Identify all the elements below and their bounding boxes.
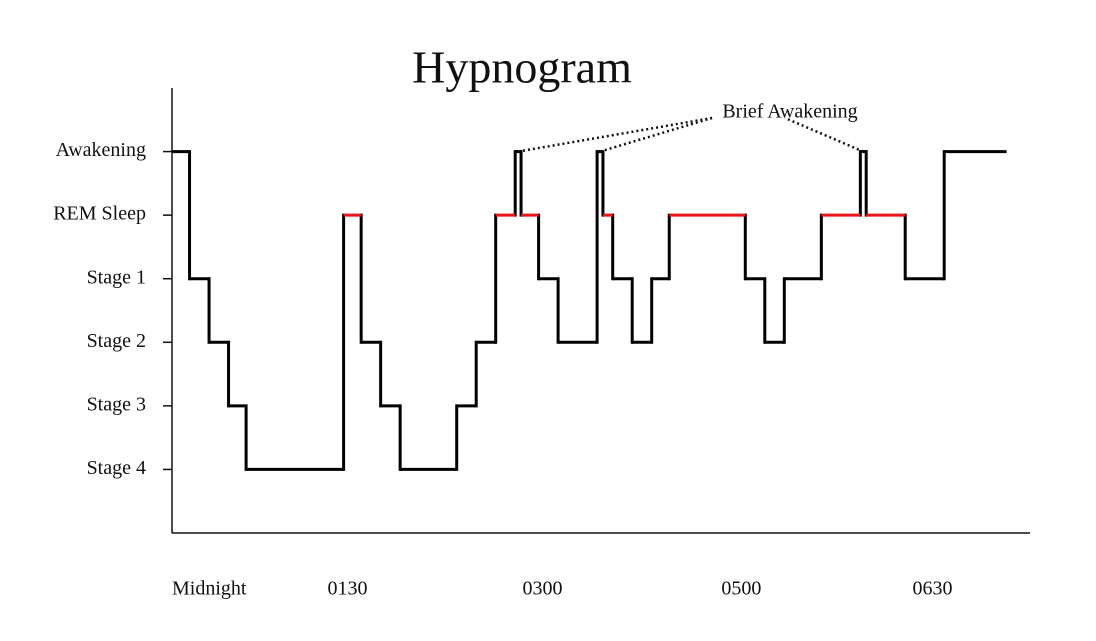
y-tick-label: Stage 2 — [87, 330, 146, 352]
annotation: Brief Awakening — [722, 101, 857, 123]
x-tick-label: 0500 — [721, 578, 761, 600]
x-tick-label: Midnight — [172, 578, 247, 600]
x-tick-label: 0300 — [523, 578, 563, 600]
y-tick-label: Stage 4 — [87, 457, 146, 479]
y-tick-label: REM Sleep — [53, 203, 146, 225]
chart-title: Hypnogram — [412, 42, 632, 93]
y-tick-label: Stage 3 — [87, 393, 146, 415]
x-tick-label: 0130 — [328, 578, 368, 600]
x-tick-label: 0630 — [913, 578, 953, 600]
annotation-leader — [784, 116, 864, 153]
y-tick-label: Awakening — [56, 139, 146, 161]
y-tick-label: Stage 1 — [87, 266, 146, 288]
